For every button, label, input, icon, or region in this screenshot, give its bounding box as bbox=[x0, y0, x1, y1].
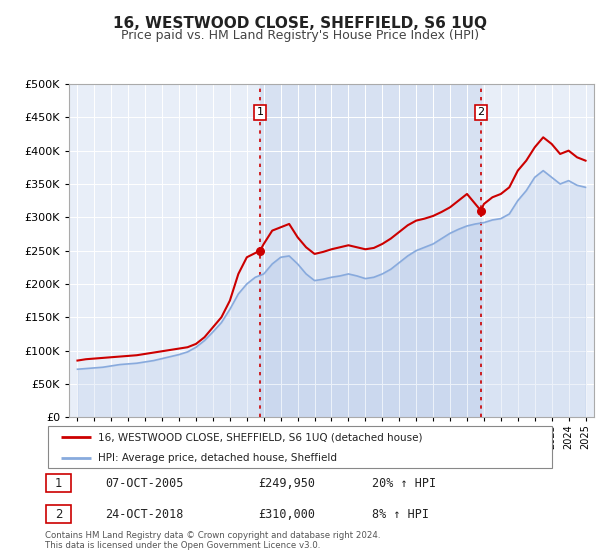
Text: Price paid vs. HM Land Registry's House Price Index (HPI): Price paid vs. HM Land Registry's House … bbox=[121, 29, 479, 42]
Text: 1: 1 bbox=[257, 108, 263, 118]
FancyBboxPatch shape bbox=[46, 474, 71, 492]
Text: HPI: Average price, detached house, Sheffield: HPI: Average price, detached house, Shef… bbox=[98, 454, 337, 463]
Text: £249,950: £249,950 bbox=[258, 477, 315, 490]
Text: £310,000: £310,000 bbox=[258, 507, 315, 521]
Text: Contains HM Land Registry data © Crown copyright and database right 2024.
This d: Contains HM Land Registry data © Crown c… bbox=[45, 531, 380, 550]
Bar bbox=[260, 84, 481, 417]
Text: 07-OCT-2005: 07-OCT-2005 bbox=[105, 477, 184, 490]
Text: 1: 1 bbox=[55, 477, 62, 490]
Text: 2: 2 bbox=[55, 507, 62, 521]
Text: 16, WESTWOOD CLOSE, SHEFFIELD, S6 1UQ: 16, WESTWOOD CLOSE, SHEFFIELD, S6 1UQ bbox=[113, 16, 487, 31]
FancyBboxPatch shape bbox=[48, 426, 552, 468]
Text: 20% ↑ HPI: 20% ↑ HPI bbox=[372, 477, 436, 490]
Text: 24-OCT-2018: 24-OCT-2018 bbox=[105, 507, 184, 521]
Text: 2: 2 bbox=[478, 108, 484, 118]
Text: 16, WESTWOOD CLOSE, SHEFFIELD, S6 1UQ (detached house): 16, WESTWOOD CLOSE, SHEFFIELD, S6 1UQ (d… bbox=[98, 432, 423, 442]
FancyBboxPatch shape bbox=[46, 505, 71, 523]
Text: 8% ↑ HPI: 8% ↑ HPI bbox=[372, 507, 429, 521]
